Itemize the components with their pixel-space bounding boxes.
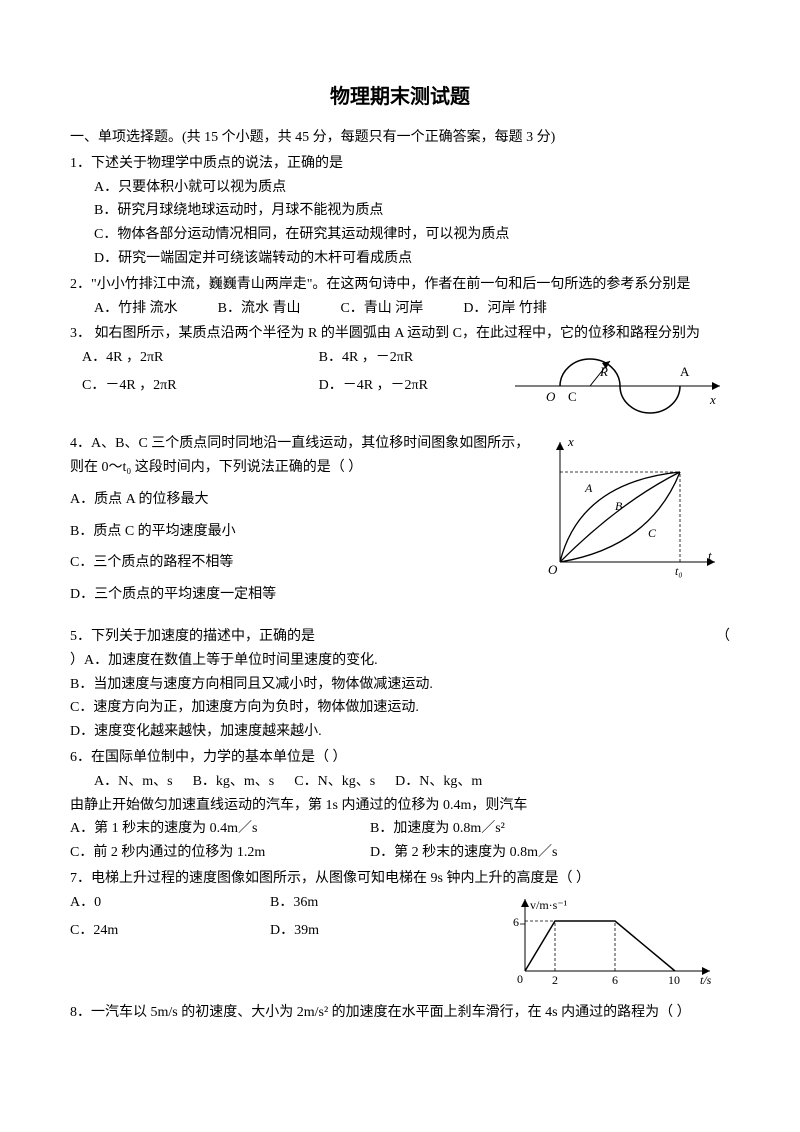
svg-text:t: t xyxy=(708,548,712,563)
svg-text:B: B xyxy=(615,499,623,513)
svg-text:x: x xyxy=(567,434,574,449)
q6-eb: B．加速度为 0.8m／s² xyxy=(370,817,670,841)
q4-figure: x t O A B C t₀ xyxy=(530,432,730,582)
svg-text:x: x xyxy=(709,392,716,407)
question-1: 1．下述关于物理学中质点的说法，正确的是 A．只要体积小就可以视为质点 B．研究… xyxy=(70,152,730,271)
q3-d: D．－4R ，－2πR xyxy=(319,374,510,398)
svg-text:6: 6 xyxy=(513,915,519,929)
q4-d: D．三个质点的平均速度一定相等 xyxy=(70,583,530,607)
q7-b: B．36m xyxy=(270,891,470,915)
svg-text:O: O xyxy=(546,389,556,404)
page-title: 物理期末测试题 xyxy=(70,80,730,114)
q3-b: B．4R ，－2πR xyxy=(319,346,510,370)
q7-text: 7．电梯上升过程的速度图像如图所示，从图像可知电梯在 9s 钟内上升的高度是（ … xyxy=(70,867,730,891)
svg-text:2: 2 xyxy=(552,973,558,987)
q5-c: C．速度方向为正，加速度方向为负时，物体做加速运动. xyxy=(70,696,730,720)
q4-a: A．质点 A 的位移最大 xyxy=(70,488,530,512)
q1-b: B．研究月球绕地球运动时，月球不能视为质点 xyxy=(70,199,730,223)
svg-text:6: 6 xyxy=(612,973,618,987)
q2-c: C．青山 河岸 xyxy=(340,297,423,321)
question-5: 5．下列关于加速度的描述中，正确的是 （ ）A．加速度在数值上等于单位时间里速度… xyxy=(70,625,730,744)
q7-c: C．24m xyxy=(70,919,270,943)
question-7: 7．电梯上升过程的速度图像如图所示，从图像可知电梯在 9s 钟内上升的高度是（ … xyxy=(70,867,730,991)
q8-text: 8．一汽车以 5m/s 的初速度、大小为 2m/s² 的加速度在水平面上刹车滑行… xyxy=(70,1001,730,1025)
svg-text:R: R xyxy=(599,364,608,379)
q5-text: 5．下列关于加速度的描述中，正确的是 xyxy=(70,625,315,649)
svg-text:t/s: t/s xyxy=(700,973,712,987)
q6-text: 6．在国际单位制中，力学的基本单位是（ ） xyxy=(70,746,730,770)
svg-text:t₀: t₀ xyxy=(675,564,683,578)
q3-a: A．4R ，2πR xyxy=(82,346,259,370)
q4-b: B．质点 C 的平均速度最小 xyxy=(70,520,530,544)
q6-c: C．N、kg、s xyxy=(294,770,375,794)
svg-text:O: O xyxy=(548,562,558,577)
question-6: 6．在国际单位制中，力学的基本单位是（ ） A．N、m、s B．kg、m、s C… xyxy=(70,746,730,865)
question-3: 3． 如右图所示，某质点沿两个半径为 R 的半圆弧由 A 运动到 C，在此过程中… xyxy=(70,322,730,416)
q3-c: C．－4R ，2πR xyxy=(82,374,259,398)
q2-d: D．河岸 竹排 xyxy=(463,297,547,321)
q3-figure: R A O C x xyxy=(510,346,730,416)
svg-text:A: A xyxy=(584,481,593,495)
q5-d: D．速度变化越来越快，加速度越来越小. xyxy=(70,720,730,744)
q7-d: D．39m xyxy=(270,919,470,943)
svg-text:A: A xyxy=(680,364,690,379)
q2-b: B．流水 青山 xyxy=(218,297,301,321)
q6-ec: C．前 2 秒内通过的位移为 1.2m xyxy=(70,841,370,865)
svg-text:v/m·s⁻¹: v/m·s⁻¹ xyxy=(530,898,568,912)
svg-text:0: 0 xyxy=(517,972,523,986)
q1-a: A．只要体积小就可以视为质点 xyxy=(70,176,730,200)
question-2: 2．"小小竹排江中流，巍巍青山两岸走"。在这两句诗中，作者在前一句和后一句所选的… xyxy=(70,273,730,321)
q2-text: 2．"小小竹排江中流，巍巍青山两岸走"。在这两句诗中，作者在前一句和后一句所选的… xyxy=(70,273,730,297)
question-4: 4．A、B、C 三个质点同时同地沿一直线运动，其位移时间图象如图所示，则在 0～… xyxy=(70,432,730,615)
svg-text:C: C xyxy=(568,389,577,404)
q1-d: D．研究一端固定并可绕该端转动的木杆可看成质点 xyxy=(70,247,730,271)
q6-extra-text: 由静止开始做匀加速直线运动的汽车，第 1s 内通过的位移为 0.4m，则汽车 xyxy=(70,794,730,818)
q6-ed: D．第 2 秒末的速度为 0.8m／s xyxy=(370,841,670,865)
q2-a: A．竹排 流水 xyxy=(94,297,178,321)
q5-b: B．当加速度与速度方向相同且又减小时，物体做减速运动. xyxy=(70,673,730,697)
q4-c: C．三个质点的路程不相等 xyxy=(70,551,530,575)
svg-text:10: 10 xyxy=(668,973,680,987)
question-8: 8．一汽车以 5m/s 的初速度、大小为 2m/s² 的加速度在水平面上刹车滑行… xyxy=(70,1001,730,1025)
q7-figure: 6 v/m·s⁻¹ 0 2 6 10 t/s xyxy=(500,891,730,991)
svg-text:C: C xyxy=(648,526,657,540)
q6-a: A．N、m、s xyxy=(94,770,173,794)
q1-c: C．物体各部分运动情况相同，在研究其运动规律时，可以视为质点 xyxy=(70,223,730,247)
q5-a: ）A．加速度在数值上等于单位时间里速度的变化. xyxy=(70,649,730,673)
q6-b: B．kg、m、s xyxy=(193,770,275,794)
q1-text: 1．下述关于物理学中质点的说法，正确的是 xyxy=(70,152,730,176)
q6-ea: A．第 1 秒末的速度为 0.4m／s xyxy=(70,817,370,841)
q7-a: A．0 xyxy=(70,891,270,915)
q4-text: 4．A、B、C 三个质点同时同地沿一直线运动，其位移时间图象如图所示，则在 0～… xyxy=(70,432,530,480)
q5-paren: （ xyxy=(716,625,730,649)
q6-d: D．N、kg、m xyxy=(395,770,482,794)
section-header: 一、单项选择题。(共 15 个小题，共 45 分，每题只有一个正确答案，每题 3… xyxy=(70,126,730,150)
q3-text: 3． 如右图所示，某质点沿两个半径为 R 的半圆弧由 A 运动到 C，在此过程中… xyxy=(70,322,730,346)
